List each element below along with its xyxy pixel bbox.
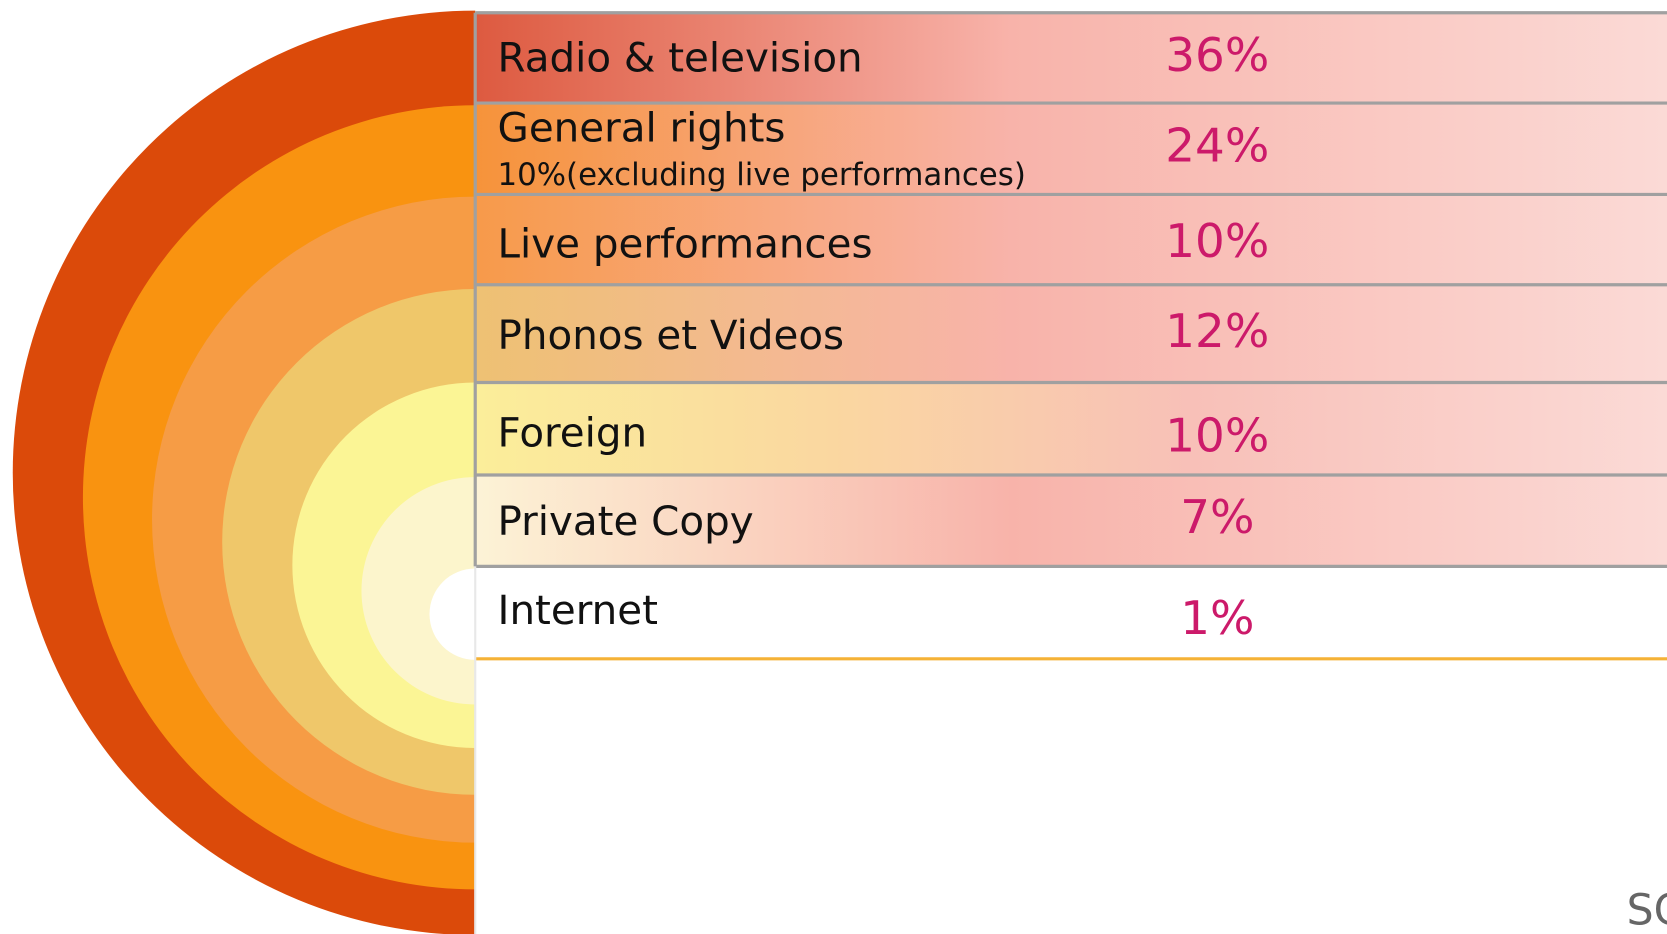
row-value: 12%	[1165, 305, 1269, 359]
row-bg	[475, 383, 1667, 475]
logo: SC	[1627, 886, 1667, 934]
page: SC Radio & television 36% General rights 10…	[0, 0, 1667, 934]
row-label: Phonos et Videos	[498, 312, 845, 359]
row-value: 36%	[1165, 29, 1269, 83]
row-value: 1%	[1180, 592, 1254, 646]
row-value: 7%	[1180, 491, 1254, 545]
row-label: Foreign	[498, 410, 648, 457]
row-label: Live performances	[498, 221, 873, 268]
row-label: Private Copy	[498, 498, 754, 545]
row-value: 24%	[1165, 119, 1269, 173]
row-label: Internet	[498, 587, 658, 634]
row-note: 10%(excluding live performances)	[498, 157, 1026, 193]
row-label: General rights	[498, 105, 786, 152]
slide: SC Radio & television 36% General rights 10…	[0, 0, 1667, 934]
row-value: 10%	[1165, 215, 1269, 269]
row-value: 10%	[1165, 409, 1269, 463]
row-label: Radio & television	[498, 35, 863, 82]
